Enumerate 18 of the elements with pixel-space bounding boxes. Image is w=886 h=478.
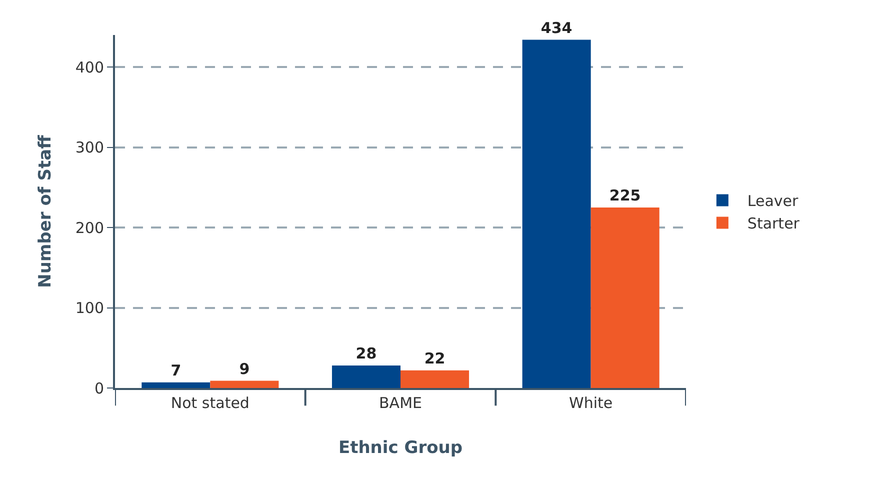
y-tick-label: 100: [75, 299, 104, 318]
legend-label: Starter: [747, 214, 800, 233]
x-tick-label: Not stated: [170, 394, 250, 412]
x-tick-label: BAME: [379, 394, 422, 412]
y-tick-label: 300: [75, 138, 104, 157]
y-tick-label: 0: [94, 379, 104, 398]
y-tick-label: 200: [75, 218, 104, 237]
data-label: 9: [239, 360, 250, 378]
legend-label: Leaver: [747, 192, 800, 210]
y-tick-label: 400: [75, 58, 104, 76]
data-label: 28: [356, 344, 377, 363]
data-label: 434: [540, 18, 572, 37]
y-axis-title: Number of Staff: [35, 134, 56, 288]
x-axis-title: Ethnic Group: [338, 438, 463, 458]
data-label: 22: [424, 349, 446, 368]
data-label: 225: [609, 186, 641, 204]
data-label: 7: [170, 361, 182, 380]
x-tick-label: White: [569, 394, 613, 412]
